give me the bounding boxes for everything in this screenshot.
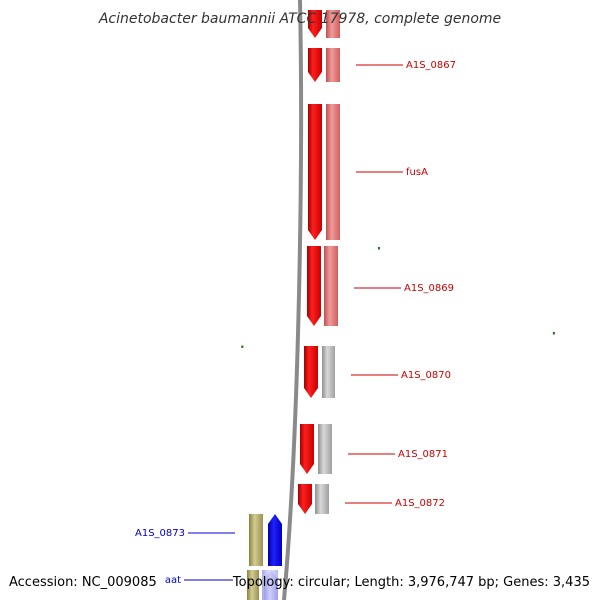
gene-block[interactable] — [326, 10, 340, 38]
cds-arrow[interactable] — [300, 424, 314, 474]
gene-label[interactable]: A1S_0870 — [401, 370, 451, 381]
accession-text: Accession: NC_009085 — [9, 575, 157, 590]
gene-block[interactable] — [318, 424, 332, 474]
gene-label[interactable]: fusA — [406, 167, 428, 178]
topology-text: Topology: circular; Length: 3,976,747 bp… — [232, 575, 590, 590]
cds-arrow[interactable] — [268, 514, 282, 566]
gene-block — [262, 570, 278, 600]
track-dot — [552, 332, 555, 335]
gene-labels: A1S_0867 fusA A1S_0869 A1S_0870 A1S_0871 A1S_… — [135, 60, 456, 586]
gene-label[interactable]: A1S_0873 — [135, 528, 185, 539]
track-dot — [241, 345, 244, 348]
cds-arrow[interactable] — [304, 346, 318, 398]
cds-arrow[interactable] — [308, 10, 322, 38]
cds-arrow[interactable] — [308, 104, 322, 240]
cds-arrow[interactable] — [308, 48, 322, 82]
gene-label[interactable]: A1S_0867 — [406, 60, 456, 71]
gene-block[interactable] — [315, 484, 329, 514]
gene-block[interactable] — [247, 570, 259, 600]
cds-arrow[interactable] — [307, 246, 321, 326]
gene-block[interactable] — [324, 246, 338, 326]
track-dot — [377, 247, 380, 250]
gene-label[interactable]: A1S_0872 — [395, 498, 445, 509]
genome-backbone — [282, 0, 304, 600]
cds-arrow[interactable] — [298, 484, 312, 514]
outer-tick-track — [241, 332, 555, 348]
gene-label[interactable]: A1S_0871 — [398, 449, 448, 460]
gene-block[interactable] — [326, 48, 340, 82]
map-title: Acinetobacter baumannii ATCC 17978, comp… — [98, 11, 501, 27]
gene-label[interactable]: aat — [165, 575, 181, 586]
gene-block[interactable] — [326, 104, 340, 240]
gene-block[interactable] — [249, 514, 263, 566]
gene-block[interactable] — [322, 346, 335, 398]
inner-tick-track — [377, 247, 380, 250]
gene-features — [247, 10, 340, 600]
gene-label[interactable]: A1S_0869 — [404, 283, 454, 294]
